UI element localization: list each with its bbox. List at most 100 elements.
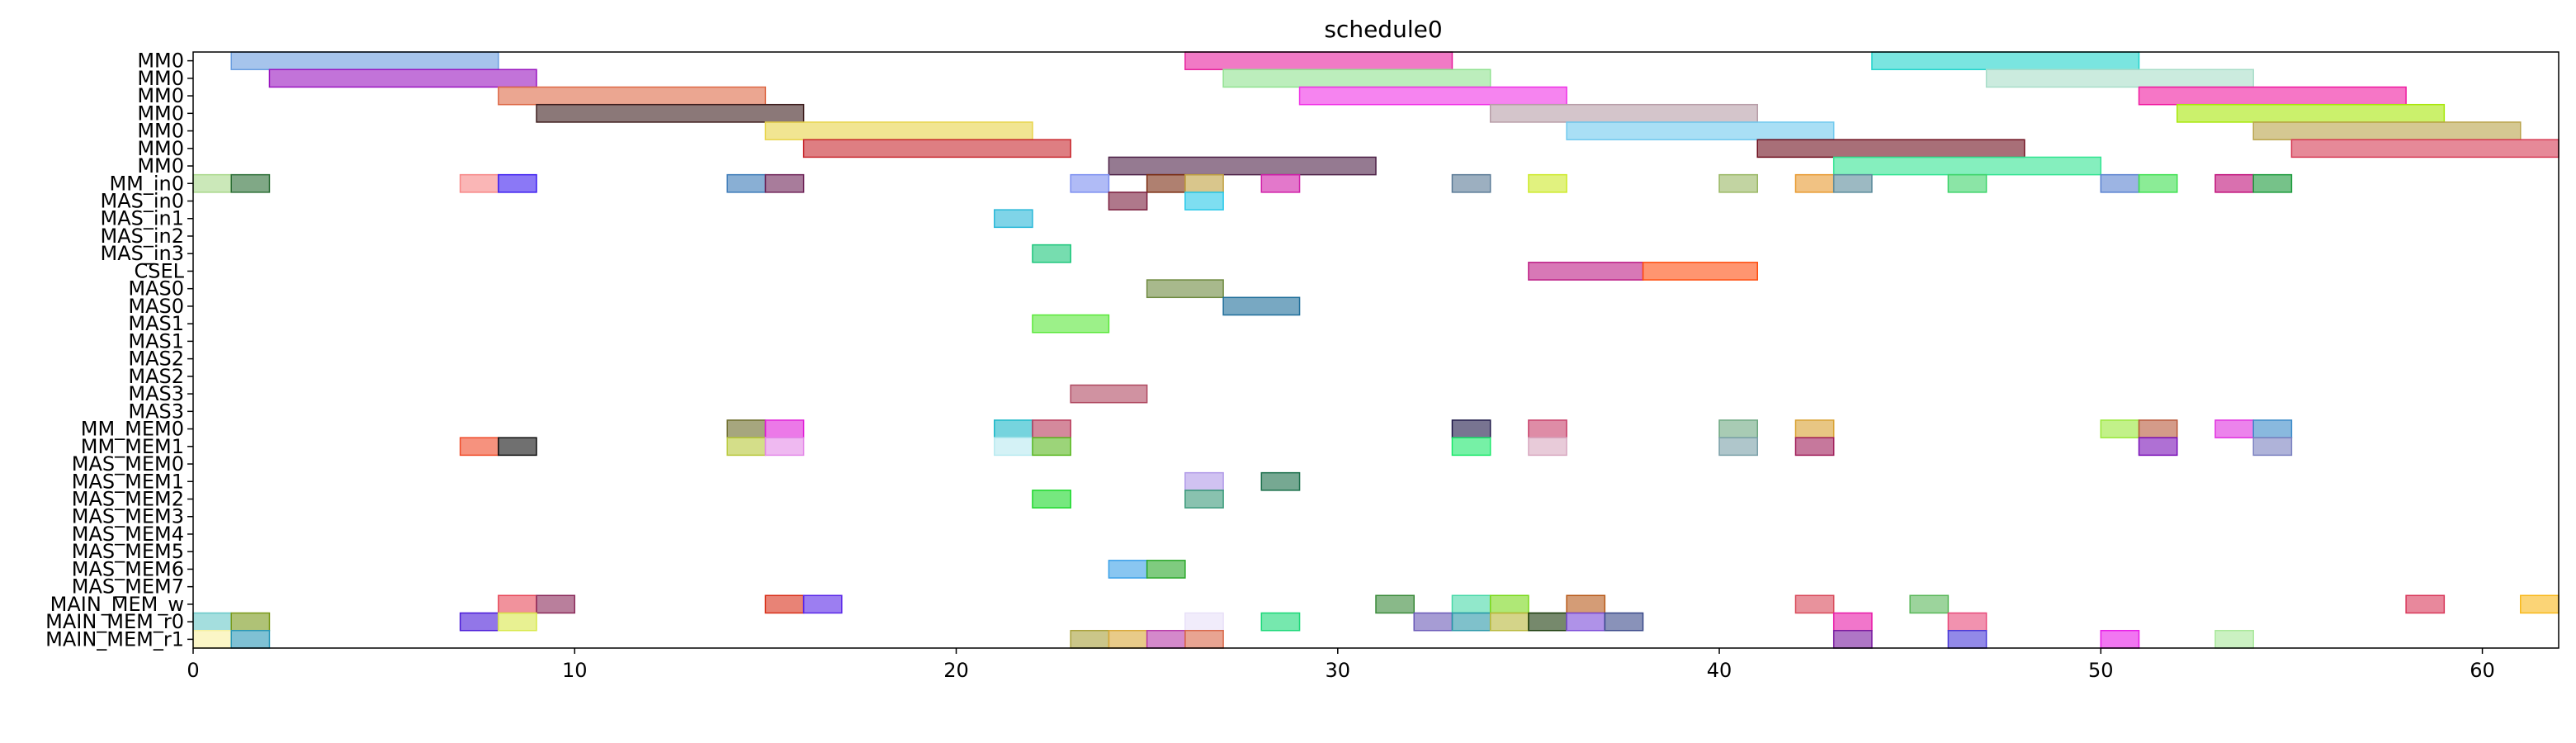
task-bar xyxy=(1184,490,1224,509)
task-bar xyxy=(498,612,537,632)
task-bar xyxy=(1566,121,1835,140)
task-bar xyxy=(2214,173,2254,193)
task-bar xyxy=(1184,630,1224,649)
row-label: MAS_in3 xyxy=(100,242,184,265)
task-bar xyxy=(498,86,767,106)
row-label: MAS3 xyxy=(128,382,184,405)
task-bar xyxy=(764,437,805,457)
row-label: MM_in0 xyxy=(109,172,184,195)
row-label: MM_MEM1 xyxy=(81,435,184,458)
task-bar xyxy=(1184,192,1224,211)
row-label: MAS1 xyxy=(128,329,184,353)
task-bar xyxy=(1298,86,1567,106)
task-bar xyxy=(1146,560,1186,579)
row-label: MAS_in2 xyxy=(100,225,184,248)
task-bar xyxy=(1642,262,1759,281)
row-labels: MM0MM0MM0MM0MM0MM0MM0MM_in0MAS_in0MAS_in… xyxy=(45,50,193,651)
task-bar xyxy=(1528,262,1644,281)
task-bar xyxy=(1146,279,1224,299)
task-bar xyxy=(1032,437,1071,457)
task-bar xyxy=(1451,612,1491,632)
task-bar xyxy=(1184,51,1453,70)
task-bar xyxy=(459,437,499,457)
task-bar xyxy=(1528,173,1567,193)
task-bar xyxy=(764,419,805,438)
task-bar xyxy=(536,594,576,614)
task-bar xyxy=(2252,419,2293,438)
row-label: MAS_MEM1 xyxy=(72,470,184,493)
x-tick-label: 30 xyxy=(1326,659,1351,682)
task-bar xyxy=(2214,630,2254,649)
row-label: MAIN_MEM_r0 xyxy=(45,610,184,633)
task-bar xyxy=(230,173,271,193)
task-bar xyxy=(1718,419,1759,438)
row-label: MAS_in0 xyxy=(100,190,184,213)
row-label: MM_MEM0 xyxy=(81,418,184,441)
task-bar xyxy=(764,173,805,193)
row-label: MM0 xyxy=(137,137,184,160)
row-label: MAS2 xyxy=(128,365,184,388)
row-label: MAS_MEM5 xyxy=(72,540,184,563)
row-label: MAS1 xyxy=(128,312,184,335)
task-bar xyxy=(993,419,1033,438)
task-bar xyxy=(2138,173,2178,193)
task-bar xyxy=(1528,612,1567,632)
task-bar xyxy=(1260,612,1301,632)
task-bar xyxy=(2138,437,2178,457)
task-bar xyxy=(726,419,767,438)
task-bar xyxy=(1832,612,1873,632)
row-label: MAS_MEM7 xyxy=(72,575,184,599)
task-bar xyxy=(2252,437,2293,457)
task-bar xyxy=(1108,156,1377,176)
task-bar xyxy=(1146,630,1186,649)
task-bar xyxy=(1947,630,1988,649)
task-bar xyxy=(2290,139,2559,159)
task-bar xyxy=(268,69,537,88)
task-bar xyxy=(993,437,1033,457)
task-bar xyxy=(498,594,537,614)
task-bar xyxy=(1108,560,1148,579)
task-bar xyxy=(230,612,271,632)
task-bar xyxy=(1794,437,1835,457)
row-label: MAS_MEM2 xyxy=(72,488,184,511)
row-label: MAS_MEM3 xyxy=(72,505,184,528)
task-bar xyxy=(1032,490,1071,509)
task-bar xyxy=(1032,419,1071,438)
task-bar xyxy=(1451,173,1491,193)
task-bar xyxy=(1260,173,1301,193)
task-bar xyxy=(2405,594,2446,614)
x-tick-label: 40 xyxy=(1707,659,1732,682)
x-tick-label: 0 xyxy=(187,659,199,682)
row-label: CSEL xyxy=(134,259,184,282)
task-bar xyxy=(1566,594,1606,614)
task-bar xyxy=(1947,173,1988,193)
task-bar xyxy=(230,51,499,70)
x-tick-label: 50 xyxy=(2088,659,2114,682)
task-bar xyxy=(726,437,767,457)
row-label: MAS_in1 xyxy=(100,207,184,230)
task-bar xyxy=(230,630,271,649)
x-tick-label: 10 xyxy=(562,659,588,682)
task-bar xyxy=(1489,612,1529,632)
task-bar xyxy=(1528,419,1567,438)
task-bar xyxy=(993,209,1033,229)
task-bar xyxy=(1718,437,1759,457)
task-bar xyxy=(1566,612,1606,632)
task-bar xyxy=(1832,156,2102,176)
row-label: MM0 xyxy=(137,84,184,107)
task-bar xyxy=(1756,139,2025,159)
task-bar xyxy=(2520,594,2559,614)
task-bar xyxy=(1108,192,1148,211)
row-label: MM0 xyxy=(137,154,184,177)
task-bars xyxy=(192,51,2559,649)
task-bar xyxy=(536,103,805,123)
task-bar xyxy=(459,173,499,193)
task-bar xyxy=(1794,594,1835,614)
task-bar xyxy=(1222,69,1491,88)
row-label: MAS_MEM6 xyxy=(72,557,184,580)
task-bar xyxy=(1184,173,1224,193)
task-bar xyxy=(2176,103,2446,123)
task-bar xyxy=(1108,630,1148,649)
task-bar xyxy=(1184,612,1224,632)
task-bar xyxy=(2100,419,2140,438)
